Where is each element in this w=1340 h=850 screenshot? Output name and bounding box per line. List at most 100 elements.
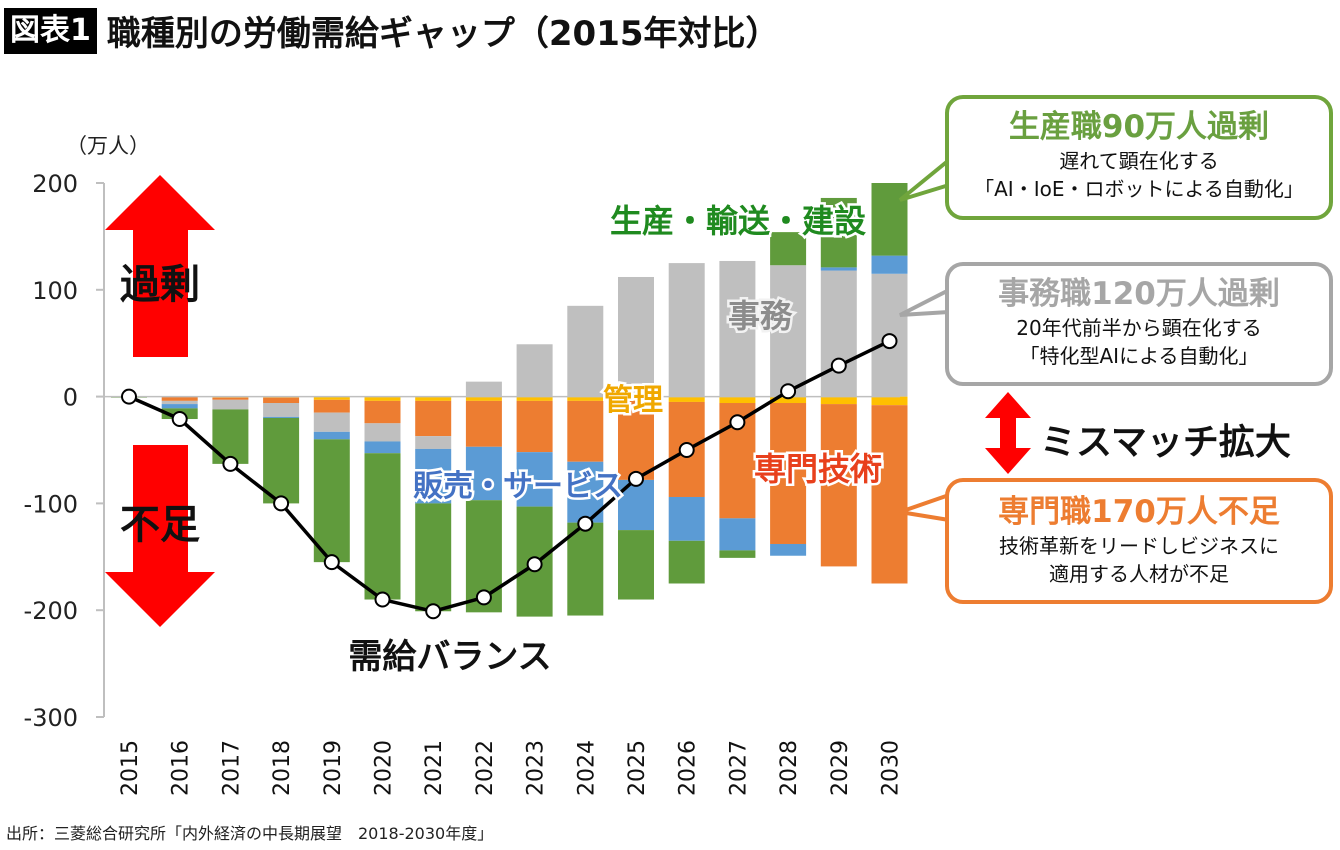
- bar-segment-2028: [770, 265, 807, 397]
- y-tick-label: -200: [24, 597, 78, 625]
- balance-point-2028: [780, 383, 797, 400]
- balance-point-2019: [323, 554, 340, 571]
- x-tick-label: 2021: [422, 740, 447, 796]
- bar-segment-2025: [618, 276, 654, 397]
- clerical-callout: 事務職120万人過剰 20年代前半から顕在化する 「特化型AIによる自動化」: [945, 262, 1333, 386]
- bar-segment-2020: [364, 396, 401, 401]
- x-tick-label: 2018: [270, 740, 295, 796]
- bar-segment-2021: [415, 448, 452, 504]
- label-balance: 需給バランス: [348, 637, 551, 677]
- clerical-callout-head: 事務職120万人過剰: [998, 276, 1280, 312]
- clerical-callout-line2: 「特化型AIによる自動化」: [1019, 344, 1259, 368]
- bar-segment-2018: [263, 416, 300, 418]
- label-sales: 販売・サービス: [413, 469, 623, 504]
- bar-segment-2022: [465, 446, 502, 501]
- bar-segment-2021: [415, 436, 452, 449]
- production-callout: 生産職90万人過剰 遅れて顕在化する 「AI・IoE・ロボットによる自動化」: [945, 95, 1333, 220]
- x-tick-label: 2030: [879, 740, 904, 796]
- balance-line: [121, 333, 898, 620]
- bar-segment-2017: [212, 409, 249, 464]
- bar-segment-2016: [161, 396, 198, 401]
- balance-point-2023: [526, 556, 543, 573]
- balance-point-2021: [425, 603, 442, 620]
- bar-segment-2030: [871, 405, 908, 584]
- balance-point-2030: [881, 333, 898, 350]
- bar-segment-2021: [415, 503, 452, 612]
- bar-segment-2019: [313, 399, 350, 413]
- label-production: 生産・輸送・建設: [610, 202, 866, 240]
- bar-segment-2022: [465, 400, 502, 447]
- x-tick-label: 2025: [625, 740, 650, 796]
- green-callout-tail: [898, 158, 951, 202]
- x-tick-label: 2015: [118, 740, 143, 796]
- bar-segment-2026: [668, 396, 705, 402]
- production-callout-line1: 遅れて顕在化する: [1059, 149, 1219, 173]
- label-management: 管理: [603, 383, 663, 418]
- bar-segment-2016: [161, 404, 198, 409]
- y-tick-label: -100: [24, 490, 78, 518]
- bar-segment-2029: [820, 404, 857, 567]
- balance-point-2027: [729, 414, 746, 431]
- shortage-arrow-icon: [105, 445, 215, 627]
- balance-point-2029: [830, 357, 847, 374]
- bar-segment-2028: [770, 543, 807, 556]
- bar-segment-2024: [567, 400, 604, 462]
- bar-segment-2020: [364, 441, 401, 454]
- bar-segment-2023: [516, 452, 553, 507]
- balance-point-2020: [374, 591, 391, 608]
- balance-point-2017: [222, 455, 239, 472]
- y-tick-label: -300: [24, 704, 78, 732]
- bar-segment-2022: [465, 381, 502, 397]
- bar-segment-2028: [770, 232, 807, 266]
- bar-segment-2018: [263, 417, 300, 504]
- bar-segment-2024: [567, 305, 604, 397]
- bar-segment-2020: [364, 400, 401, 424]
- professional-callout-line2: 適用する人材が不足: [1049, 562, 1229, 586]
- bar-segment-2025: [618, 396, 654, 401]
- balance-point-2026: [678, 442, 695, 458]
- gray-callout-tail: [899, 288, 950, 317]
- bar-segment-2019: [313, 431, 350, 440]
- bar-segment-2030: [871, 183, 908, 256]
- bar-segment-2023: [516, 344, 553, 397]
- bar-segment-2026: [668, 540, 705, 584]
- bar-segment-2021: [415, 396, 452, 401]
- mismatch-arrow-icon: [985, 392, 1031, 474]
- y-tick-label: 200: [32, 170, 78, 198]
- balance-point-2025: [628, 470, 644, 487]
- title-bar: 図表1 職種別の労働需給ギャップ（2015年対比）: [4, 6, 780, 55]
- bar-segment-2026: [668, 496, 705, 541]
- production-callout-line2: 「AI・IoE・ロボットによる自動化」: [974, 177, 1304, 201]
- bar-segment-2029: [820, 270, 857, 397]
- bar-segment-2030: [871, 396, 908, 406]
- x-tick-label: 2020: [372, 740, 397, 796]
- bar-segment-2029: [820, 267, 857, 271]
- bar-segment-2022: [465, 396, 502, 401]
- bar-segment-2023: [516, 400, 553, 453]
- bar-segment-2029: [820, 396, 857, 405]
- professional-callout-head: 専門職170万人不足: [998, 494, 1280, 530]
- bar-segment-2028: [770, 396, 807, 404]
- bar-segment-2021: [415, 400, 452, 437]
- balance-point-2016: [171, 411, 188, 428]
- bar-segment-2027: [719, 518, 756, 551]
- label-shortage: 不足: [120, 502, 200, 548]
- bar-segment-2027: [719, 550, 756, 558]
- bar-segment-2017: [212, 397, 249, 400]
- x-axis-ticks: 2015 2016 2017 2018 2019 2020 2021 2022 2023 2024…: [118, 740, 904, 796]
- x-tick-label: 2024: [574, 740, 599, 796]
- balance-point-2024: [577, 515, 594, 532]
- balance-point-2018: [273, 495, 290, 512]
- y-axis: 200 100 0 -100 -200 -300: [24, 170, 105, 732]
- balance-point-2022: [475, 589, 492, 606]
- x-tick-label: 2028: [777, 740, 802, 796]
- bar-segment-2027: [719, 396, 756, 404]
- bar-segment-2020: [364, 453, 401, 600]
- figure-badge: 図表1: [4, 7, 97, 54]
- bar-segment-2016: [161, 400, 198, 405]
- callout-tails: [898, 158, 951, 522]
- bar-segment-2018: [263, 403, 300, 417]
- bar-segment-2029: [820, 197, 857, 268]
- surplus-shortage-arrows: [105, 175, 1031, 627]
